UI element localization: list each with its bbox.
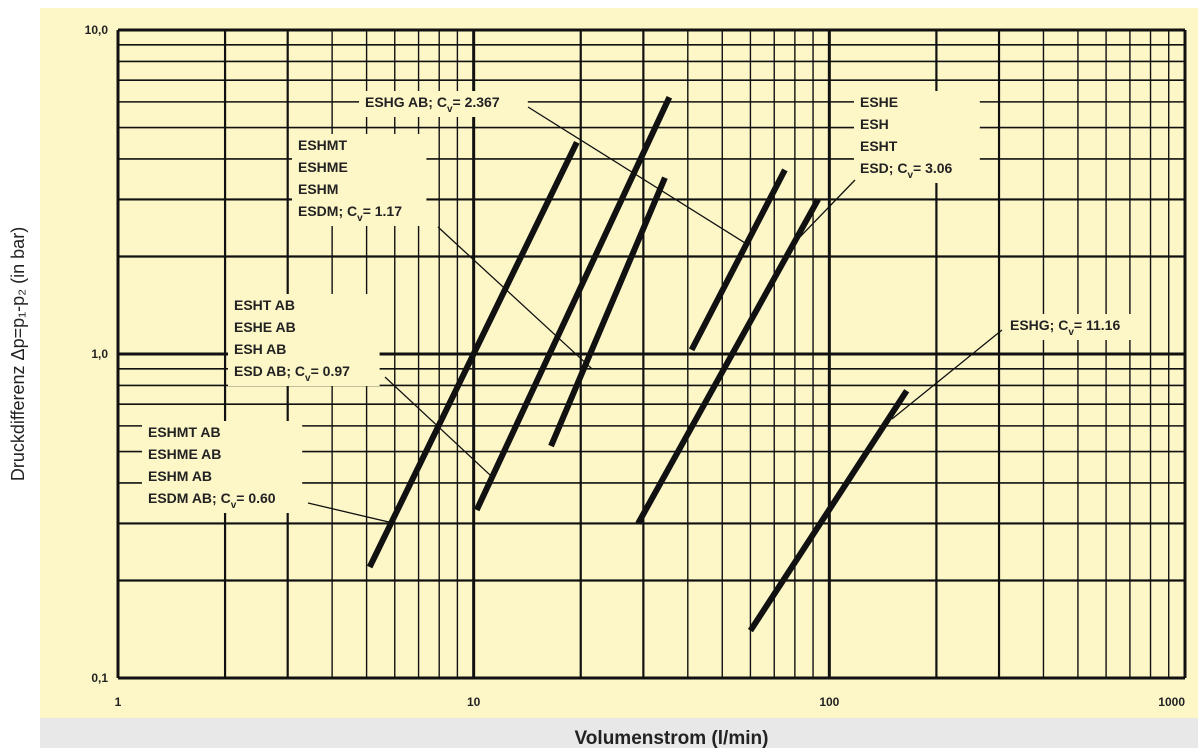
annotation-backdrop xyxy=(228,294,380,386)
annotation-backdrop xyxy=(359,91,528,117)
annotation-label: ESHME xyxy=(298,159,348,175)
annotation-cv-label: ESHG AB; Cv= 2.367 xyxy=(365,94,500,115)
series-line xyxy=(366,141,580,569)
y-tick-label: 10,0 xyxy=(85,23,109,37)
annotation-label: ESHT xyxy=(860,138,898,154)
annotation-cv-label: ESD; Cv= 3.06 xyxy=(860,160,953,181)
annotation-label: ESH xyxy=(860,116,889,132)
x-tick-label: 1000 xyxy=(1158,695,1185,709)
annotation-cv-label: ESDM; Cv= 1.17 xyxy=(298,203,402,224)
series-line xyxy=(548,176,668,448)
x-tick-label: 10 xyxy=(467,695,481,709)
annotation-leader xyxy=(437,226,593,370)
annotation-backdrop xyxy=(1004,314,1147,340)
x-tick-label: 100 xyxy=(819,695,839,709)
annotation-cv-label: ESHG; Cv= 11.16 xyxy=(1010,317,1120,338)
series-line xyxy=(474,95,673,512)
annotation-label: ESHT AB xyxy=(234,297,295,313)
axis-label-band xyxy=(40,718,1198,748)
y-tick-label: 1,0 xyxy=(91,347,108,361)
annotation-backdrop xyxy=(142,421,303,513)
annotation-cv-label: ESD AB; Cv= 0.97 xyxy=(234,363,350,384)
annotation-backdrop xyxy=(854,91,980,183)
annotation-label: ESHM xyxy=(298,181,338,197)
series-line xyxy=(635,197,821,525)
x-tick-label: 1 xyxy=(115,695,122,709)
annotation-leader xyxy=(790,179,856,247)
y-axis-title: Druckdifferenz Δp=p₁-p₂ (in bar) xyxy=(8,227,28,481)
series-line xyxy=(747,389,910,633)
x-axis-title: Volumenstrom (l/min) xyxy=(575,728,769,748)
annotation-label: ESHE AB xyxy=(234,319,296,335)
y-tick-label: 0,1 xyxy=(91,671,108,685)
annotation-label: ESHM AB xyxy=(148,468,212,484)
annotation-label: ESHMT AB xyxy=(148,424,221,440)
annotation-label: ESHMT xyxy=(298,137,347,153)
annotation-leader xyxy=(527,106,746,244)
annotation-leader xyxy=(384,376,492,477)
annotation-cv-label: ESDM AB; Cv= 0.60 xyxy=(148,490,276,511)
series-line xyxy=(688,168,788,352)
annotation-label: ESHE xyxy=(860,94,898,110)
annotation-label: ESH AB xyxy=(234,341,286,357)
annotation-backdrop xyxy=(292,134,427,226)
annotation-leader xyxy=(891,329,1003,420)
annotation-leader xyxy=(307,502,395,525)
plot-background xyxy=(40,8,1198,718)
annotation-label: ESHME AB xyxy=(148,446,221,462)
